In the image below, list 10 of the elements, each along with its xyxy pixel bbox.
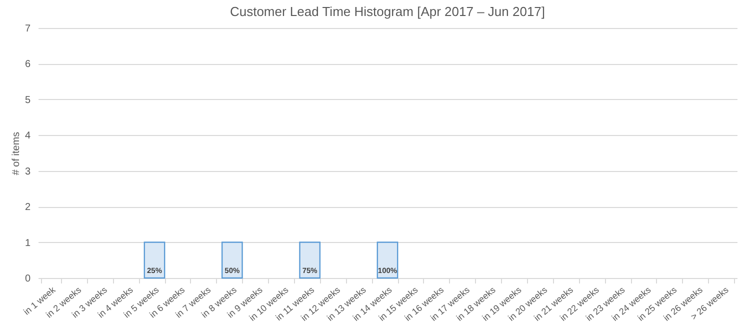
y-tick-label: 5 xyxy=(24,94,31,106)
y-tick-label: 7 xyxy=(24,24,31,34)
y-tick-label: 3 xyxy=(24,166,31,178)
y-tick-label: 2 xyxy=(24,202,31,214)
chart-title: Customer Lead Time Histogram [Apr 2017 – Jun 2017] xyxy=(230,4,546,19)
y-tick-label: 1 xyxy=(24,238,31,249)
y-tick-label: 0 xyxy=(24,274,31,284)
y-tick-label: 4 xyxy=(24,130,31,142)
y-tick-label: 6 xyxy=(24,59,31,70)
y-axis-title: # of items xyxy=(10,132,22,176)
